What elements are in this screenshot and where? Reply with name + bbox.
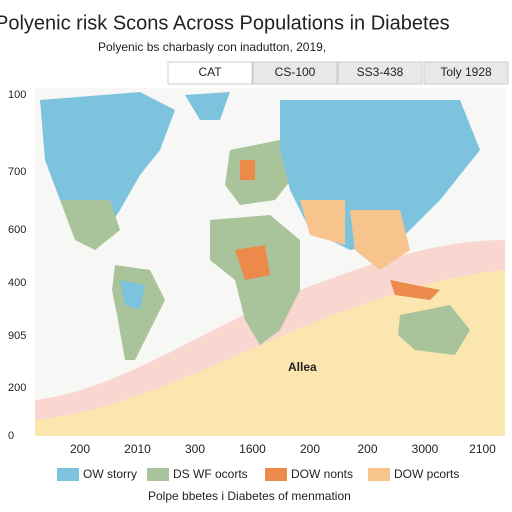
subtitle: Polyenic bs charbasly con inadutton, 201… bbox=[98, 40, 326, 54]
greenland bbox=[185, 92, 230, 120]
tab[interactable] bbox=[252, 61, 338, 85]
tab-label: Toly 1928 bbox=[440, 65, 492, 79]
legend-label: OW storry bbox=[83, 467, 137, 481]
legend-swatch bbox=[265, 468, 287, 481]
tab[interactable] bbox=[337, 61, 423, 85]
y-label: 700 bbox=[8, 166, 26, 178]
x-label: 2010 bbox=[124, 442, 151, 456]
x-label: 2100 bbox=[469, 442, 496, 456]
y-label: 905 bbox=[8, 330, 26, 342]
x-label: 1600 bbox=[239, 442, 266, 456]
legend-swatch bbox=[147, 468, 169, 481]
x-label: 3000 bbox=[412, 442, 439, 456]
tab-label: SS3-438 bbox=[357, 65, 404, 79]
north-america-south bbox=[60, 200, 120, 250]
europe-part bbox=[240, 160, 255, 180]
australia bbox=[398, 305, 470, 355]
middle-east bbox=[300, 200, 345, 245]
continents bbox=[40, 92, 480, 360]
y-label: 400 bbox=[8, 277, 26, 289]
legend-swatch bbox=[368, 468, 390, 481]
y-label: 200 bbox=[8, 382, 26, 394]
y-label: 0 bbox=[8, 430, 14, 442]
africa bbox=[210, 215, 300, 345]
y-label: 100 bbox=[8, 89, 26, 101]
europe bbox=[225, 140, 295, 205]
band-yellow bbox=[35, 270, 505, 436]
x-label: 200 bbox=[300, 442, 320, 456]
south-asia bbox=[350, 210, 410, 270]
legend-label: DOW nonts bbox=[291, 467, 353, 481]
legend-label: DOW pcorts bbox=[394, 467, 459, 481]
tab-label: CAT bbox=[198, 65, 222, 79]
y-label: 600 bbox=[8, 224, 26, 236]
x-label: 200 bbox=[70, 442, 90, 456]
annotation: Allea bbox=[288, 360, 317, 374]
x-label: 300 bbox=[185, 442, 205, 456]
legend-label: DS WF ocorts bbox=[173, 467, 248, 481]
title: Polyenic risk Scons Across Populations i… bbox=[0, 12, 450, 34]
tab[interactable] bbox=[423, 61, 509, 85]
africa-part bbox=[235, 245, 270, 280]
tab[interactable] bbox=[167, 61, 253, 85]
x-label: 200 bbox=[357, 442, 377, 456]
footer: Polpe bbetes i Diabetes of menmation bbox=[148, 489, 351, 503]
south-america-part bbox=[120, 280, 145, 310]
indonesia bbox=[390, 280, 440, 300]
legend-swatch bbox=[57, 468, 79, 481]
tab-label: CS-100 bbox=[275, 65, 316, 79]
